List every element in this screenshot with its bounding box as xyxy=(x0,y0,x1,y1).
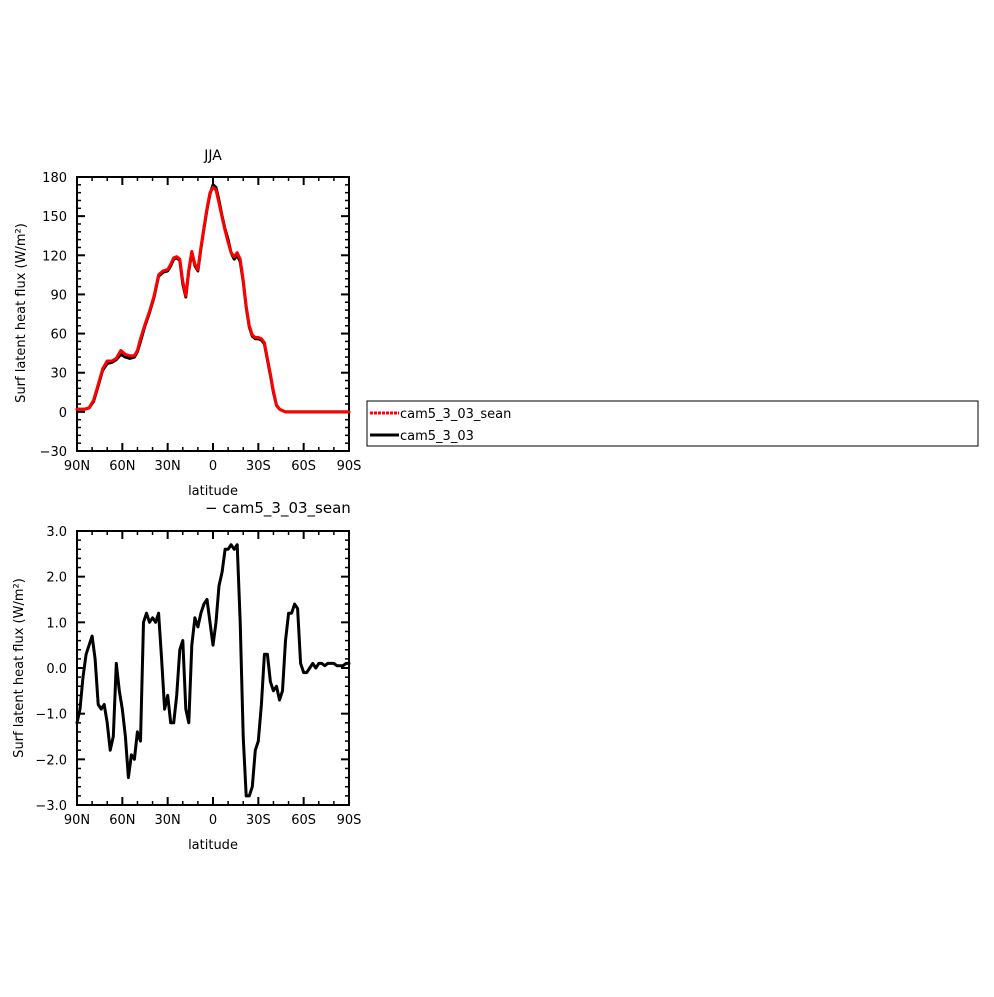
top-y-tick-label: −30 xyxy=(40,445,67,460)
bottom-x-tick-label: 90S xyxy=(337,813,362,828)
bottom-x-tick-label: 0 xyxy=(209,813,217,828)
legend: cam5_3_03_sean cam5_3_03 xyxy=(366,400,979,447)
top-y-tick-label: 180 xyxy=(42,171,67,186)
top-series-line-cam5-3-03-sean xyxy=(75,185,351,414)
bottom-chart-title: − cam5_3_03_sean xyxy=(205,499,351,518)
bottom-y-tick-label: 2.0 xyxy=(46,571,67,586)
top-y-tick-label: 30 xyxy=(50,367,67,382)
top-x-tick-label: 0 xyxy=(209,459,217,474)
bottom-y-tick-label: −1.0 xyxy=(35,708,67,723)
top-chart-title: JJA xyxy=(203,148,222,164)
top-plot-frame xyxy=(76,176,350,452)
top-x-tick-label: 90N xyxy=(64,459,90,474)
bottom-y-axis-label: Surf latent heat flux (W/m²) xyxy=(12,578,27,758)
bottom-x-tick-label: 60S xyxy=(291,813,316,828)
top-x-tick-label: 30N xyxy=(155,459,181,474)
top-x-tick-label: 60N xyxy=(109,459,135,474)
legend-label-sean: cam5_3_03_sean xyxy=(400,407,511,422)
bottom-y-tick-label: −2.0 xyxy=(35,753,67,768)
bottom-y-tick-label: 0.0 xyxy=(46,662,67,677)
bottom-y-tick-label: 3.0 xyxy=(46,525,67,540)
top-series-line-cam5-3-03 xyxy=(75,183,351,414)
top-x-axis-label: latitude xyxy=(188,484,238,499)
bottom-x-tick-label: 30N xyxy=(155,813,181,828)
top-y-tick-label: 0 xyxy=(59,406,67,421)
bottom-y-tick-label: 1.0 xyxy=(46,616,67,631)
top-x-tick-label: 90S xyxy=(337,459,362,474)
top-panel: JJA 90N 60N 30N 0 30S 60S 90S −30 0 30 60 90 120 150 1… xyxy=(14,148,361,499)
bottom-x-tick-label: 60N xyxy=(109,813,135,828)
legend-box xyxy=(366,400,979,447)
bottom-x-tick-label: 30S xyxy=(246,813,271,828)
top-y-tick-label: 150 xyxy=(42,210,67,225)
bottom-x-tick-label: 90N xyxy=(64,813,90,828)
bottom-y-tick-label: −3.0 xyxy=(35,799,67,814)
top-y-tick-label: 120 xyxy=(42,249,67,264)
bottom-panel: − cam5_3_03_sean 90N 60N 30N 0 30S 60S 90S −3.0… xyxy=(12,499,361,853)
top-plot-area: 90N 60N 30N 0 30S 60S 90S −30 0 30 60 90 120 150 180 xyxy=(40,171,362,474)
bottom-x-axis-label: latitude xyxy=(188,838,238,853)
bottom-plot-area: 90N 60N 30N 0 30S 60S 90S −3.0 −2.0 −1.0 0.0 1.0 2.0… xyxy=(35,525,361,828)
legend-label-control: cam5_3_03 xyxy=(400,429,474,444)
bottom-series-line-difference xyxy=(75,543,351,798)
top-y-tick-label: 90 xyxy=(50,288,67,303)
top-y-axis-label: Surf latent heat flux (W/m²) xyxy=(14,223,29,403)
top-x-tick-label: 30S xyxy=(246,459,271,474)
top-x-tick-label: 60S xyxy=(291,459,316,474)
top-y-tick-label: 60 xyxy=(50,328,67,343)
